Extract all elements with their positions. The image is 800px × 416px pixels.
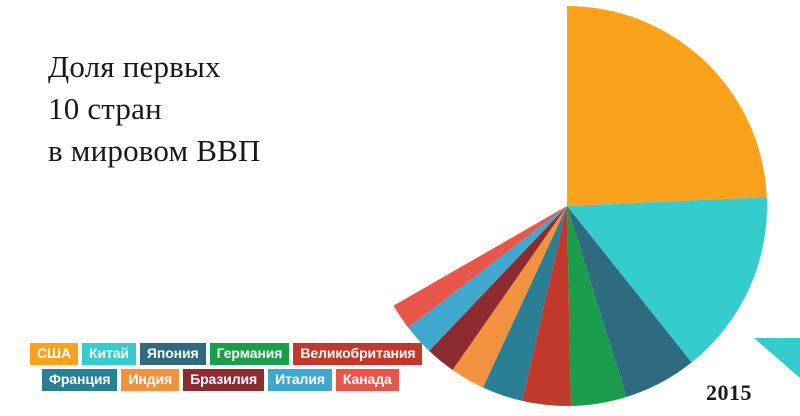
page-title: Доля первых 10 стран в мировом ВВП	[48, 49, 261, 168]
pie-chart	[367, 6, 767, 406]
legend-chip-индия[interactable]: Индия	[121, 369, 180, 391]
year-label: 2015	[706, 380, 752, 405]
pie-slice-франция[interactable]	[482, 206, 567, 401]
legend-chip-сша[interactable]: США	[30, 343, 78, 365]
legend-row-1: США Китай Япония Германия Великобритания	[30, 343, 423, 365]
legend-chip-япония[interactable]: Япония	[139, 343, 206, 365]
legend-chip-бразилия[interactable]: Бразилия	[183, 369, 265, 391]
legend-chip-италия[interactable]: Италия	[268, 369, 332, 391]
pie-slice-сша[interactable]	[567, 6, 767, 206]
legend-chip-франция[interactable]: Франция	[42, 369, 118, 391]
legend-chip-германия[interactable]: Германия	[209, 343, 290, 365]
pie-slice-канада[interactable]	[393, 206, 567, 328]
legend-row-2: Франция Индия Бразилия Италия Канада	[30, 369, 420, 391]
pie-slice-великобритания[interactable]	[522, 206, 571, 406]
legend: США Китай Япония Германия Великобритания Фра…	[30, 343, 423, 395]
pie-slice-китай[interactable]	[567, 197, 767, 363]
pie-slice-group	[393, 6, 767, 406]
pie-chart-svg	[393, 6, 767, 406]
legend-chip-китай[interactable]: Китай	[82, 343, 136, 365]
pie-slice-бразилия[interactable]	[429, 206, 567, 370]
pie-slice-япония[interactable]	[567, 206, 692, 397]
pie-slice-индия[interactable]	[452, 206, 567, 388]
legend-chip-канада[interactable]: Канада	[335, 369, 399, 391]
pie-slice-италия[interactable]	[408, 206, 567, 351]
legend-chip-великобритания[interactable]: Великобритания	[293, 343, 423, 365]
pie-slice-германия[interactable]	[567, 206, 627, 406]
